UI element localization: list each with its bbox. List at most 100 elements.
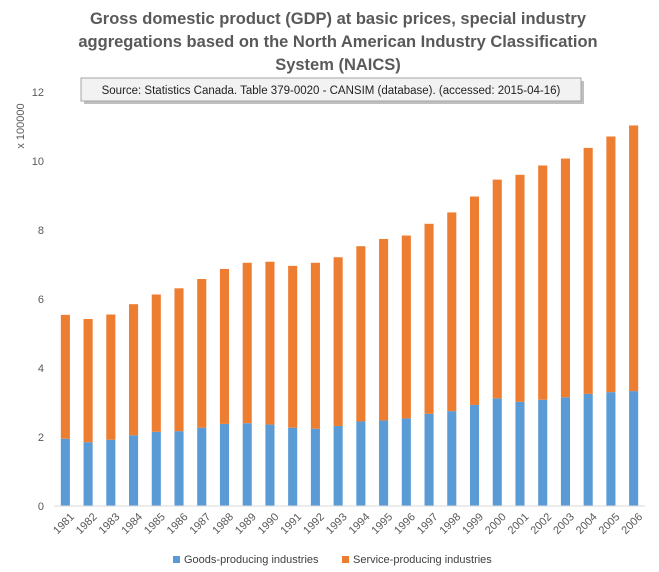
chart-title-line-3: System (NAICS) xyxy=(275,56,401,74)
x-tick-label: 2001 xyxy=(506,511,532,537)
bar-goods-producing xyxy=(288,427,298,506)
bar-goods-producing xyxy=(151,431,161,506)
bar-service-producing xyxy=(333,257,343,426)
bar-service-producing xyxy=(379,238,389,421)
bar-service-producing xyxy=(560,158,570,398)
bar-service-producing xyxy=(106,314,116,440)
x-tick-label: 1981 xyxy=(51,511,77,537)
bar-goods-producing xyxy=(106,439,116,506)
bar-goods-producing xyxy=(515,401,525,506)
bar-service-producing xyxy=(60,314,70,439)
y-tick-label: 4 xyxy=(38,363,44,375)
x-tick-label: 2005 xyxy=(597,511,623,537)
bar-goods-producing xyxy=(379,420,389,506)
bar-goods-producing xyxy=(538,399,548,506)
bar-goods-producing xyxy=(242,423,252,506)
x-tick-label: 1994 xyxy=(347,511,373,537)
bar-goods-producing xyxy=(83,442,93,506)
x-tick-label: 2004 xyxy=(574,511,600,537)
x-tick-label: 1989 xyxy=(233,511,259,537)
x-tick-label: 1996 xyxy=(392,511,418,537)
bar-service-producing xyxy=(288,265,298,428)
bar-goods-producing xyxy=(174,431,184,506)
bar-service-producing xyxy=(492,179,502,399)
bar-goods-producing xyxy=(424,413,434,506)
x-tick-label: 1991 xyxy=(278,511,304,537)
y-tick-label: 6 xyxy=(38,294,44,306)
bar-goods-producing xyxy=(492,398,502,506)
bar-service-producing xyxy=(151,294,161,432)
bar-goods-producing xyxy=(197,427,207,506)
bar-goods-producing xyxy=(219,423,230,506)
bar-goods-producing xyxy=(129,435,139,506)
x-tick-label: 1992 xyxy=(301,511,327,537)
x-tick-label: 1988 xyxy=(210,511,236,537)
bar-series xyxy=(60,125,639,507)
bar-service-producing xyxy=(197,278,207,428)
bar-service-producing xyxy=(606,136,616,393)
bar-service-producing xyxy=(583,147,593,394)
x-tick-label: 1984 xyxy=(119,511,145,537)
bar-service-producing xyxy=(538,165,548,400)
bar-service-producing xyxy=(629,125,639,392)
chart-title-line-1: Gross domestic product (GDP) at basic pr… xyxy=(90,10,587,28)
legend-label-services: Service-producing industries xyxy=(353,554,492,566)
x-tick-label: 1982 xyxy=(74,511,100,537)
bar-service-producing xyxy=(129,304,139,436)
legend-swatch-goods xyxy=(173,556,180,563)
bar-service-producing xyxy=(83,319,93,443)
bar-goods-producing xyxy=(60,438,70,506)
bar-service-producing xyxy=(469,196,480,405)
bar-goods-producing xyxy=(560,397,570,506)
y-axis-label: x 100000 xyxy=(15,103,27,148)
y-tick-label: 12 xyxy=(32,87,44,99)
chart-title: Gross domestic product (GDP) at basic pr… xyxy=(78,10,597,74)
bar-goods-producing xyxy=(310,428,320,506)
x-tick-label: 2006 xyxy=(619,511,645,537)
x-tick-label: 1999 xyxy=(460,511,486,537)
bar-service-producing xyxy=(219,268,230,424)
x-tick-label: 1993 xyxy=(324,511,350,537)
bar-service-producing xyxy=(401,235,411,419)
x-tick-label: 1983 xyxy=(97,511,123,537)
bar-service-producing xyxy=(515,174,525,402)
legend-label-goods: Goods-producing industries xyxy=(184,554,319,566)
x-tick-label: 1986 xyxy=(165,511,191,537)
y-tick-label: 10 xyxy=(32,156,44,168)
chart-title-line-2: aggregations based on the North American… xyxy=(78,33,597,51)
x-tick-label: 1987 xyxy=(188,511,214,537)
bar-service-producing xyxy=(265,261,275,425)
y-tick-label: 0 xyxy=(38,501,44,513)
bar-goods-producing xyxy=(265,424,275,506)
bar-service-producing xyxy=(447,212,457,412)
bar-service-producing xyxy=(174,288,184,432)
source-note: Source: Statistics Canada. Table 379-002… xyxy=(80,77,584,104)
source-note-box xyxy=(80,77,582,102)
bar-goods-producing xyxy=(447,411,457,507)
y-axis-ticks: 0 2 4 6 8 10 12 xyxy=(32,87,44,513)
bar-goods-producing xyxy=(356,421,366,506)
bar-goods-producing xyxy=(333,425,343,506)
y-tick-label: 8 xyxy=(38,225,44,237)
x-tick-label: 2002 xyxy=(528,511,554,537)
x-tick-label: 1998 xyxy=(438,511,464,537)
x-axis-ticks: 1981198219831984198519861987198819891990… xyxy=(51,511,645,537)
x-tick-label: 2000 xyxy=(483,511,509,537)
x-tick-label: 2003 xyxy=(551,511,577,537)
x-tick-label: 1995 xyxy=(369,511,395,537)
bar-service-producing xyxy=(310,262,320,429)
bar-goods-producing xyxy=(583,393,593,507)
bar-goods-producing xyxy=(469,404,480,506)
y-tick-label: 2 xyxy=(38,432,44,444)
bar-goods-producing xyxy=(606,392,616,506)
bar-service-producing xyxy=(356,246,366,422)
bar-goods-producing xyxy=(629,391,639,506)
bar-service-producing xyxy=(242,262,252,424)
bar-goods-producing xyxy=(401,418,411,506)
x-tick-label: 1985 xyxy=(142,511,168,537)
bar-service-producing xyxy=(424,223,434,414)
x-tick-label: 1990 xyxy=(256,511,282,537)
legend: Goods-producing industries Service-produ… xyxy=(173,554,492,566)
x-tick-label: 1997 xyxy=(415,511,441,537)
